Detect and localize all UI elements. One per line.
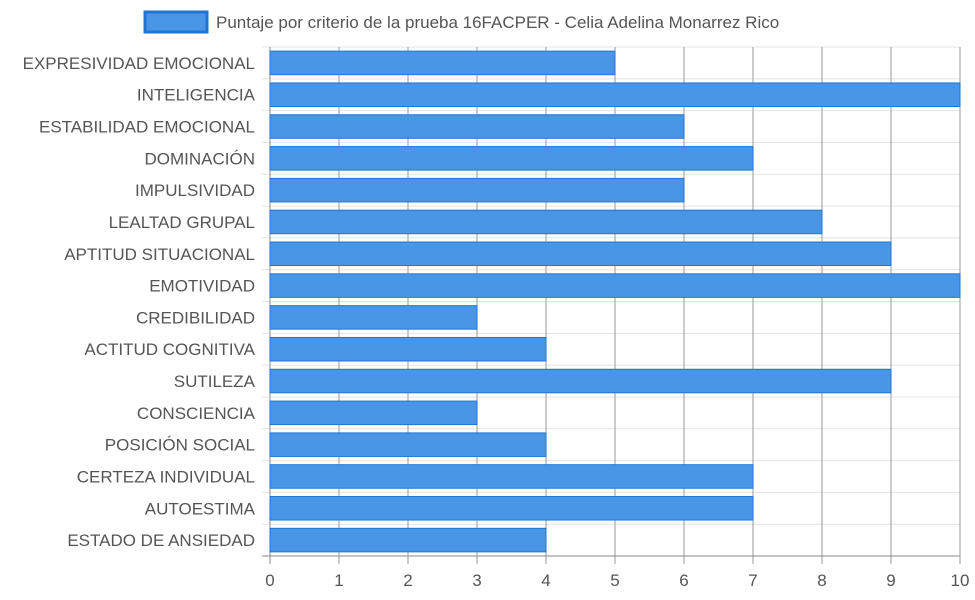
x-tick-label: 4 [541, 571, 550, 590]
x-tick-label: 7 [748, 571, 757, 590]
y-tick-label: INTELIGENCIA [137, 86, 256, 105]
y-tick-label: EMOTIVIDAD [149, 277, 255, 296]
bar-dominación[interactable] [269, 146, 754, 171]
y-tick-label: APTITUD SITUACIONAL [64, 245, 255, 264]
bar-aptitud-situacional[interactable] [269, 241, 892, 267]
bar-certeza-individual[interactable] [269, 464, 754, 489]
y-tick-label: EXPRESIVIDAD EMOCIONAL [23, 54, 255, 73]
bar-sutileza[interactable] [269, 368, 892, 394]
x-axis-ticks: 0 1 2 3 4 5 6 7 8 9 10 [265, 571, 969, 590]
x-tick-label: 6 [679, 571, 688, 590]
bar-impulsividad[interactable] [269, 177, 685, 203]
bar-consciencia[interactable] [269, 400, 478, 426]
x-tick-label: 0 [265, 571, 274, 590]
y-tick-label: DOMINACIÓN [145, 149, 256, 168]
x-tick-label: 9 [886, 571, 895, 590]
y-tick-label: POSICIÓN SOCIAL [105, 436, 255, 455]
y-tick-label: SUTILEZA [174, 372, 256, 391]
bar-expresividad-emocional[interactable] [269, 50, 616, 76]
y-tick-label: CREDIBILIDAD [136, 308, 255, 327]
legend-swatch[interactable] [143, 10, 209, 34]
y-tick-label: CONSCIENCIA [137, 404, 256, 423]
y-tick-label: ESTABILIDAD EMOCIONAL [39, 118, 255, 137]
legend[interactable]: Puntaje por criterio de la prueba 16FACP… [143, 10, 779, 34]
y-tick-label: CERTEZA INDIVIDUAL [77, 467, 255, 486]
x-tick-label: 3 [472, 571, 481, 590]
y-tick-label: ESTADO DE ANSIEDAD [67, 531, 255, 550]
bar-estabilidad-emocional[interactable] [269, 114, 685, 139]
y-tick-label: IMPULSIVIDAD [135, 181, 255, 200]
bar-estado-de-ansiedad[interactable] [269, 527, 547, 553]
x-tick-label: 8 [817, 571, 826, 590]
x-tick-label: 5 [610, 571, 619, 590]
bar-posición-social[interactable] [269, 432, 547, 457]
bar-emotividad[interactable] [269, 273, 961, 298]
bar-inteligencia[interactable] [269, 82, 961, 107]
bar-actitud-cognitiva[interactable] [269, 336, 547, 362]
y-tick-label: ACTITUD COGNITIVA [84, 340, 255, 359]
bars [269, 50, 961, 553]
x-tick-label: 1 [334, 571, 343, 590]
x-tick-label: 2 [403, 571, 412, 590]
y-tick-label: AUTOESTIMA [145, 499, 256, 518]
y-axis-labels: EXPRESIVIDAD EMOCIONAL INTELIGENCIA ESTABI… [23, 54, 256, 550]
bar-credibilidad[interactable] [269, 305, 478, 330]
y-tick-label: LEALTAD GRUPAL [109, 213, 255, 232]
legend-label[interactable]: Puntaje por criterio de la prueba 16FACP… [216, 13, 779, 32]
bar-lealtad-grupal[interactable] [269, 209, 823, 235]
bar-autoestima[interactable] [269, 496, 754, 521]
x-tick-label: 10 [951, 571, 970, 590]
